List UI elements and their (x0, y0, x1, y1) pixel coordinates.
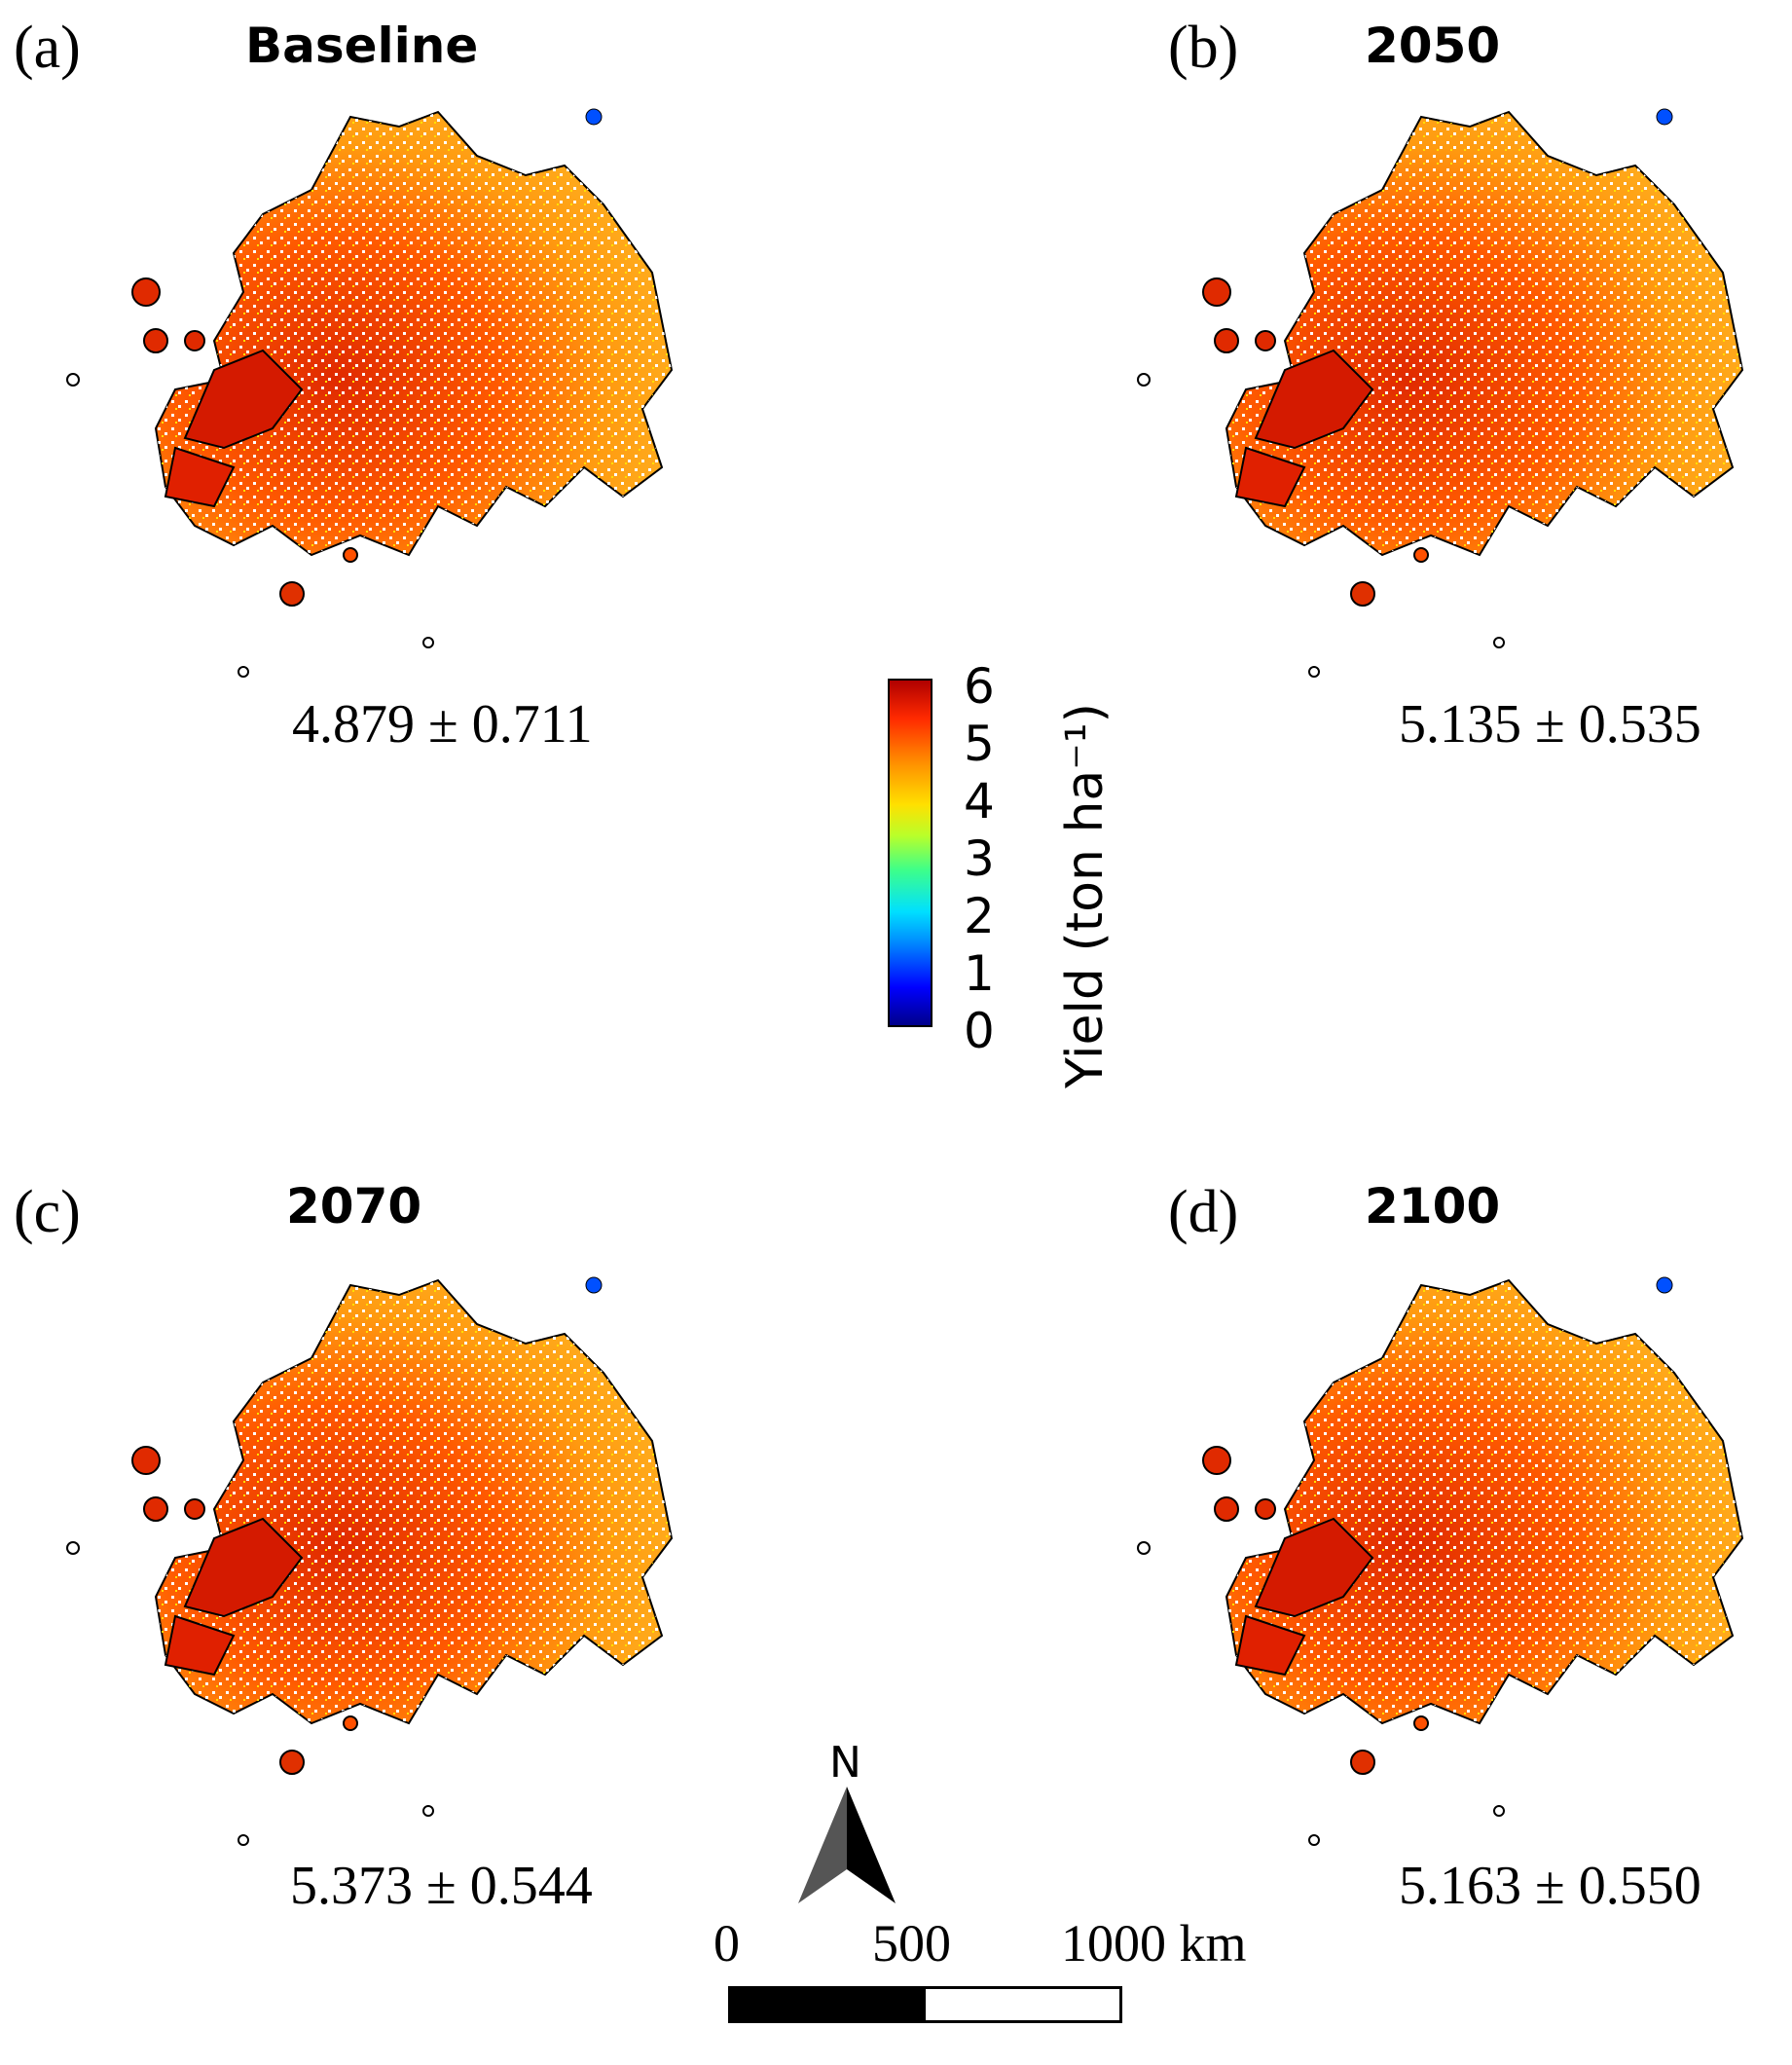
panel-d-title: 2100 (1365, 1178, 1501, 1235)
scale-bar-white-segment (925, 1989, 1119, 2020)
scale-bar (728, 1986, 1122, 2023)
scale-bar-black-segment (731, 1989, 926, 2020)
scale-label-1000: 1000 km (1061, 1914, 1247, 1973)
yield-map-2070 (66, 1276, 673, 1846)
colorbar-tick: 3 (964, 830, 995, 887)
north-arrow-icon (798, 1787, 896, 1903)
north-arrow-letter: N (829, 1738, 861, 1788)
colorbar-tick: 0 (964, 1003, 995, 1059)
colorbar-tick: 6 (964, 658, 995, 715)
panel-a-title: Baseline (245, 18, 479, 74)
colorbar-tick: 4 (964, 773, 995, 830)
colorbar-tick: 2 (964, 888, 995, 944)
panel-c-letter: (c) (14, 1179, 81, 1245)
yield-map-baseline (66, 108, 673, 678)
panel-b-stat: 5.135 ± 0.535 (1399, 694, 1701, 755)
scale-label-0: 0 (713, 1914, 740, 1973)
panel-c-stat: 5.373 ± 0.544 (290, 1856, 593, 1916)
colorbar-label: Yield (ton ha⁻¹) (1056, 703, 1115, 1088)
panel-a-letter: (a) (14, 15, 81, 81)
yield-map-2050 (1137, 108, 1743, 678)
colorbar-tick: 1 (964, 945, 995, 1002)
panel-c-title: 2070 (286, 1178, 422, 1235)
panel-a-stat: 4.879 ± 0.711 (292, 694, 593, 755)
colorbar (888, 679, 933, 1027)
scale-label-500: 500 (872, 1914, 951, 1973)
colorbar-tick: 5 (964, 716, 995, 772)
panel-b-letter: (b) (1168, 15, 1239, 81)
panel-b-title: 2050 (1365, 18, 1501, 74)
panel-d-stat: 5.163 ± 0.550 (1399, 1856, 1701, 1916)
yield-map-2100 (1137, 1276, 1743, 1846)
panel-d-letter: (d) (1168, 1179, 1239, 1245)
